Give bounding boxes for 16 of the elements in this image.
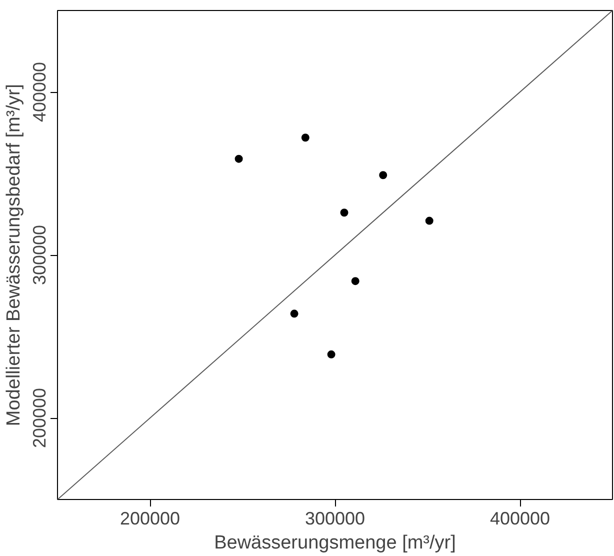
x-axis-title: Bewässerungsmenge [m³/yr]	[214, 532, 456, 554]
point	[340, 208, 348, 217]
y-tick-label: 400000	[30, 62, 50, 122]
x-tick-label: 400000	[490, 508, 550, 528]
point	[290, 310, 298, 318]
point	[234, 154, 243, 163]
x-tick-label: 300000	[304, 508, 366, 528]
point	[301, 134, 310, 142]
point	[379, 171, 388, 180]
y-axis-title: Modellierter Bewässerungsbedarf [m³/yr]	[4, 84, 24, 426]
y-tick-label: 300000	[30, 224, 50, 286]
point	[327, 350, 336, 358]
x-tick-label: 200000	[120, 508, 180, 528]
point	[425, 216, 434, 225]
point	[351, 277, 360, 286]
y-tick-label: 200000	[30, 388, 50, 448]
